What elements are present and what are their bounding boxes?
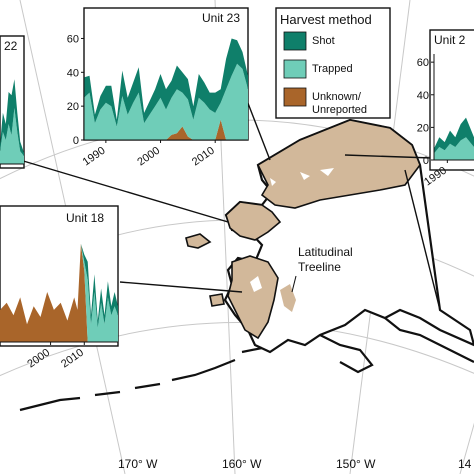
nunivak-island [209,293,225,307]
inset-unit-23-title: Unit 23 [202,11,240,25]
legend-swatch [283,87,307,107]
unit-18-region [227,255,279,340]
longitude-labels: 170° W 160° W 150° W 14 [118,457,472,471]
area-series-trapped [0,243,118,342]
connector-unit-22 [19,159,229,223]
southeast-coast [319,317,474,374]
unit-22-region [225,201,282,241]
legend-label: Trapped [312,63,353,75]
inset-connectors [19,61,441,311]
legend-title: Harvest method [280,12,372,27]
x-tick-label: 2010 [190,145,217,169]
white-snow-patches [250,168,334,292]
alaska-landmass [19,118,474,412]
area-series-trapped [0,108,24,164]
area-series-shot [434,117,474,154]
aleutian-chain [19,346,263,412]
area-series-shot [0,243,118,328]
legend: Harvest method Shot Trapped Unknown/Unrepo… [275,7,391,119]
unit-23-region [256,119,421,209]
inset-unit-22: 22 [0,35,25,169]
inset-unit-23: Unit 23 0 20 40 60 1990 2000 2010 [67,7,249,169]
y-tick-label: 40 [67,67,79,79]
legend-label: Shot [312,35,335,47]
legend-label: Unknown/Unreported [312,91,367,116]
y-tick-label: 20 [67,101,79,113]
y-tick-label: 0 [423,155,429,167]
y-tick-label: 0 [73,135,79,147]
area-series-trapped [84,63,248,140]
inset-unit-2x-title: Unit 2 [434,33,466,47]
legend-swatch [283,59,307,79]
x-tick-label: 2000 [135,145,162,169]
connector-legend [404,169,441,311]
legend-swatch [283,31,307,51]
x-tick-label: 1990 [81,145,108,169]
area-series-shot [84,38,248,127]
lon-label-150: 150° W [336,457,376,471]
y-tick-label: 60 [67,33,79,45]
area-series-unknown-unreported [0,243,118,342]
lon-label-170: 170° W [118,457,158,471]
treeline-pointer [291,275,297,293]
y-tick-label: 60 [417,57,429,69]
st-lawrence-island [185,233,212,249]
y-tick-label: 40 [417,90,429,102]
lon-label-160: 160° W [222,457,262,471]
x-tick-label: 2010 [59,347,86,371]
connector-unit-2x [344,154,433,159]
inset-unit-18: Unit 18 2000 2010 [0,205,119,371]
area-series-trapped [434,137,474,160]
x-tick-label: 2000 [25,347,52,371]
connector-unit-18 [119,281,243,293]
inset-unit-18-title: Unit 18 [66,211,104,225]
treeline-label: Latitudinal Treeline [298,245,356,274]
y-tick-label: 20 [417,122,429,134]
inset-unit-22-title: 22 [4,39,18,53]
lon-label-140: 14 [458,457,472,471]
area-series-shot [0,79,24,156]
